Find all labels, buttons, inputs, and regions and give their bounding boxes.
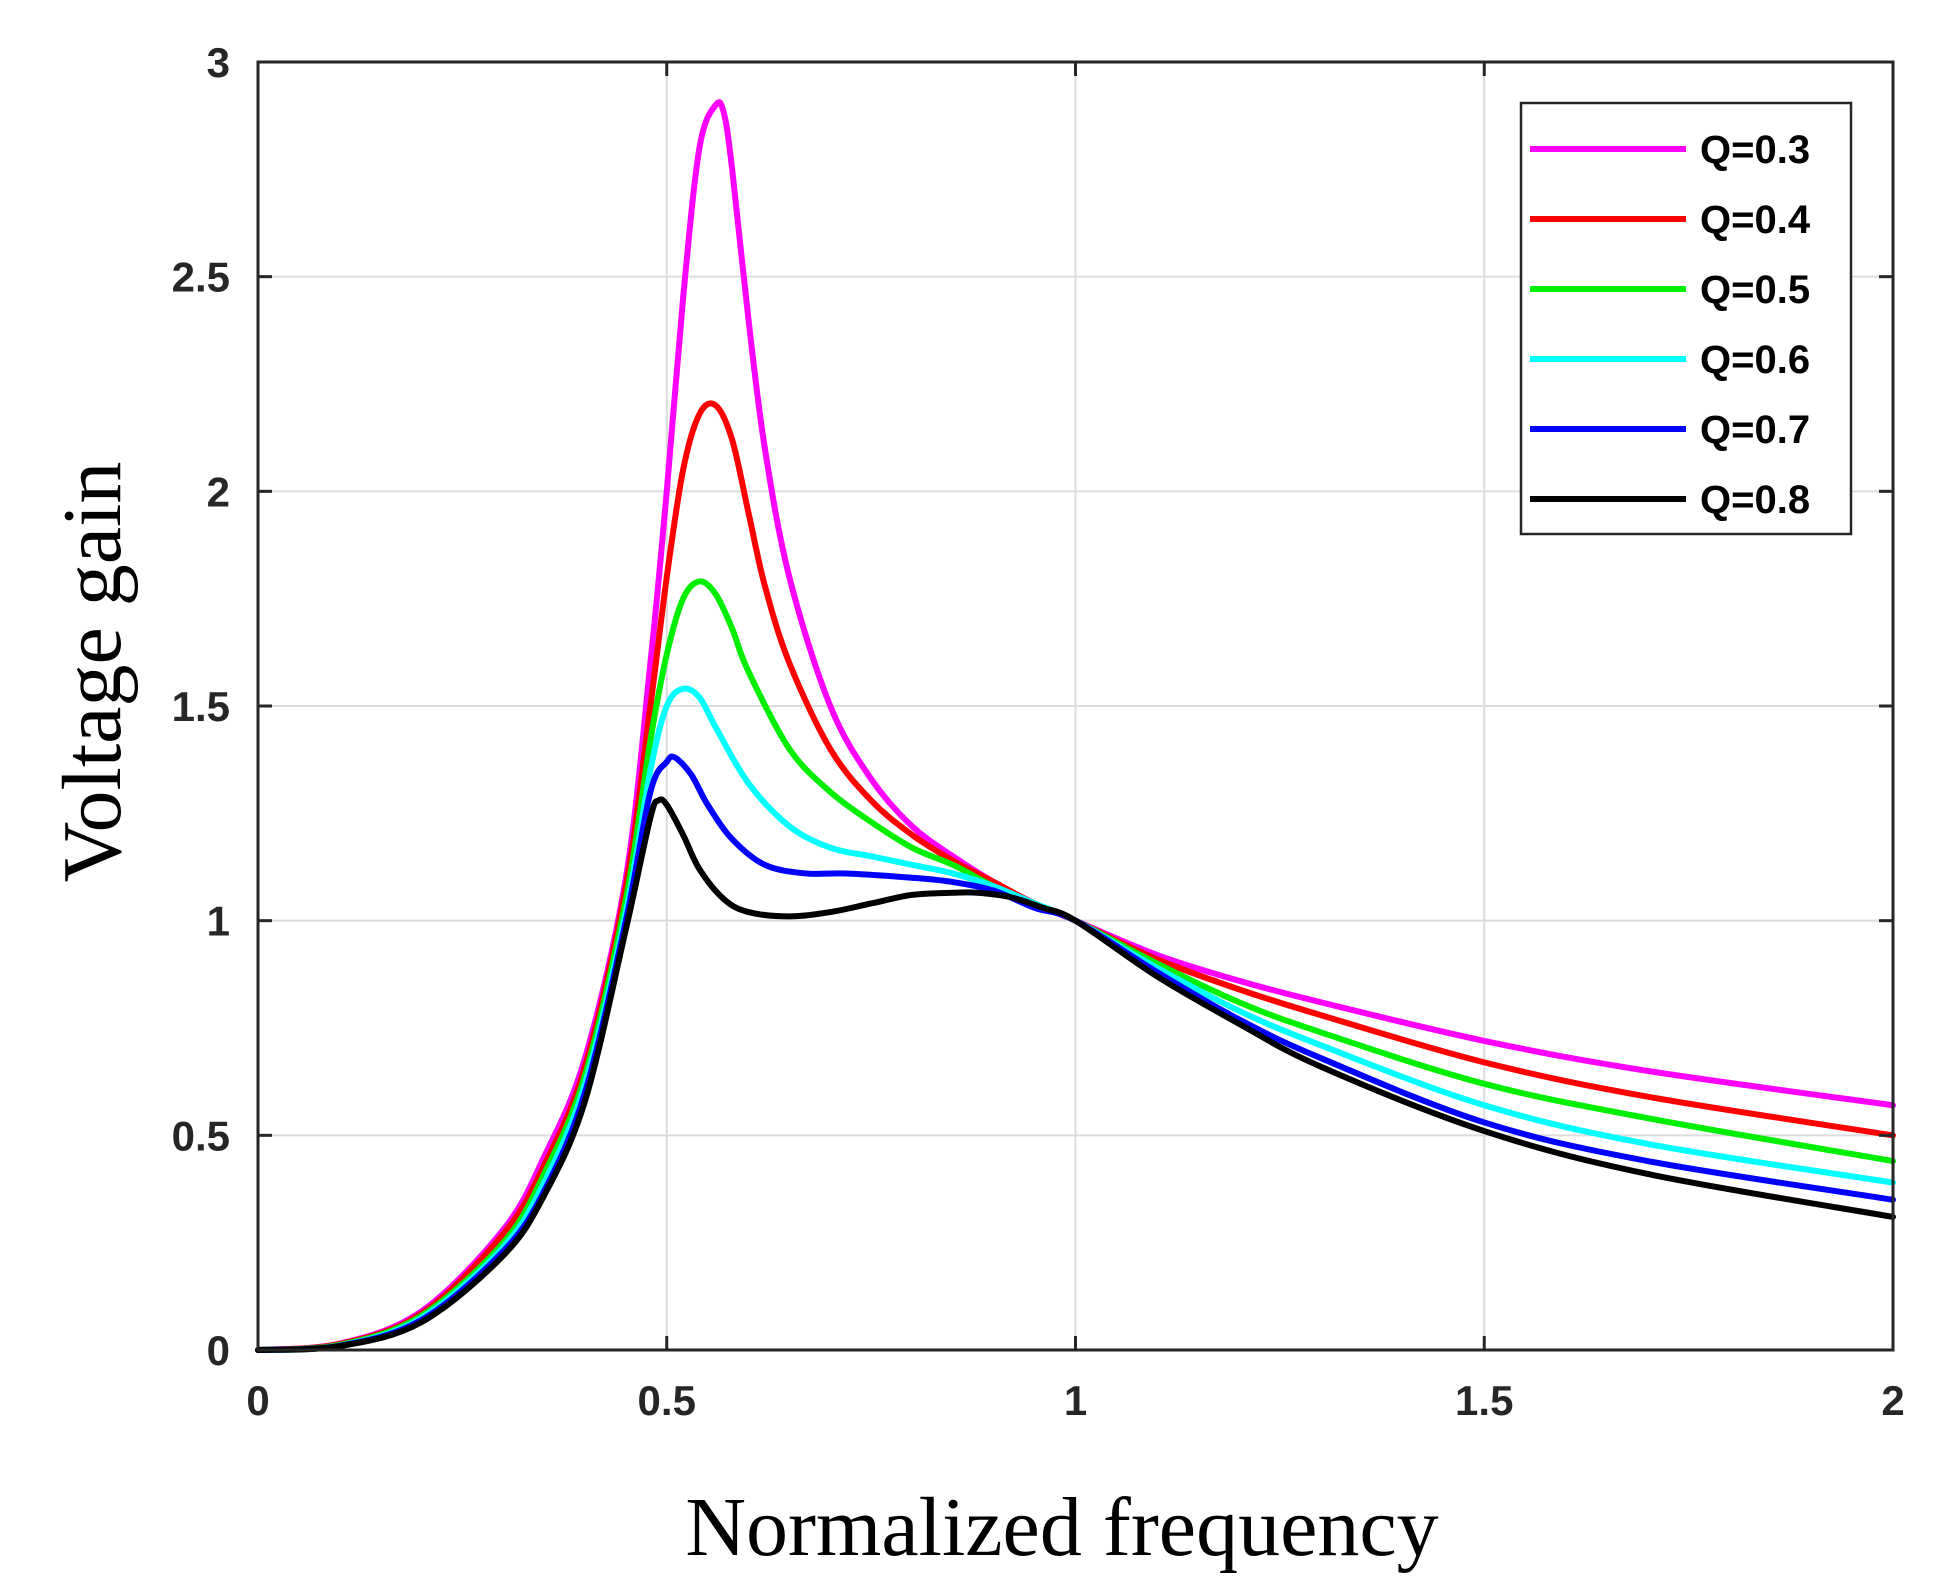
legend-entries: Q=0.3 Q=0.4 Q=0.5 Q=0.6 Q=0.7 Q=0.8 [1530, 128, 1811, 522]
legend-label-q-0-6: Q=0.6 [1700, 338, 1810, 382]
x-tick-label: 2 [1881, 1377, 1904, 1424]
legend: Q=0.3 Q=0.4 Q=0.5 Q=0.6 Q=0.7 Q=0.8 [1519, 101, 1853, 536]
series-line-q-0-8 [255, 796, 1896, 1353]
y-tick-label: 1.5 [172, 683, 230, 730]
series-line-q-0-6 [255, 685, 1896, 1353]
x-tick-label: 0 [246, 1377, 269, 1424]
legend-label-q-0-3: Q=0.3 [1700, 128, 1810, 172]
legend-label-q-0-4: Q=0.4 [1700, 198, 1811, 242]
x-tick-label: 1 [1064, 1377, 1087, 1424]
x-tick-label: 0.5 [638, 1377, 696, 1424]
x-axis-title: Normalized frequency [685, 1481, 1438, 1574]
legend-label-q-0-7: Q=0.7 [1700, 408, 1810, 452]
axis-ticks: 0 0.5 1 1.5 2 0 0.5 1 1.5 2 2.5 3 [172, 39, 1905, 1424]
y-tick-label: 0.5 [172, 1112, 230, 1159]
series-lines [255, 99, 1896, 1353]
y-tick-label: 3 [207, 39, 230, 86]
series-line-q-0-5 [255, 578, 1896, 1353]
y-tick-label: 0 [207, 1327, 230, 1374]
y-axis-title: Voltage gain [46, 462, 139, 883]
legend-label-q-0-5: Q=0.5 [1700, 268, 1810, 312]
x-tick-label: 1.5 [1455, 1377, 1513, 1424]
legend-box [1519, 101, 1853, 536]
y-tick-label: 2.5 [172, 254, 230, 301]
y-tick-label: 1 [207, 898, 230, 945]
legend-label-q-0-8: Q=0.8 [1700, 478, 1810, 522]
y-tick-label: 2 [207, 468, 230, 515]
